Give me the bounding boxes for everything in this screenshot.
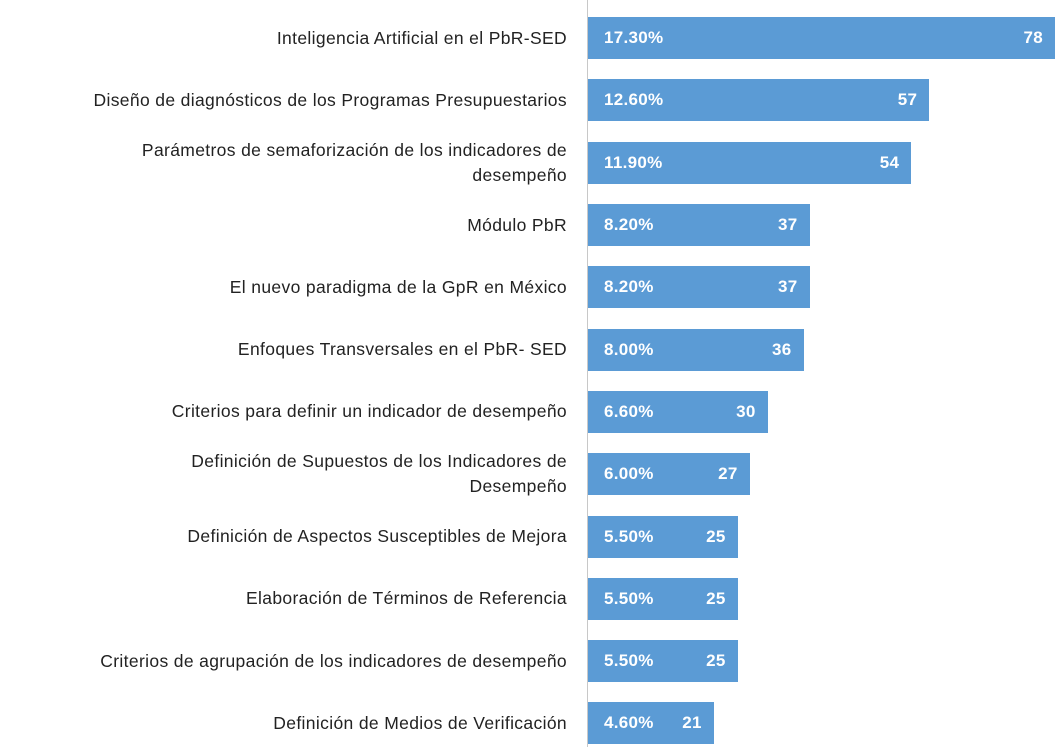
category-label: Criterios para definir un indicador de d… <box>171 401 567 422</box>
value-label: 27 <box>718 464 738 484</box>
category-label: Definición de Supuestos de los Indicador… <box>191 451 567 497</box>
bar <box>588 79 930 122</box>
value-label: 78 <box>1023 28 1043 48</box>
share-label: 11.90% <box>604 152 663 172</box>
bar <box>588 204 810 247</box>
bar <box>588 141 912 184</box>
category-label: El nuevo paradigma de la GpR en México <box>229 276 567 297</box>
share-label: 8.20% <box>604 277 654 297</box>
bar <box>588 266 810 309</box>
share-label: 4.60% <box>604 713 654 733</box>
value-label: 37 <box>778 215 798 235</box>
bar <box>588 702 714 745</box>
bar <box>588 390 768 433</box>
category-label: Parámetros de semaforización de los indi… <box>141 139 567 185</box>
bar <box>588 453 750 496</box>
bar <box>588 328 804 371</box>
share-label: 8.20% <box>604 215 654 235</box>
bar <box>588 17 1055 60</box>
value-label: 30 <box>736 401 756 421</box>
value-label: 21 <box>682 713 702 733</box>
bar <box>588 640 738 683</box>
share-label: 12.60% <box>604 90 664 110</box>
bar <box>588 515 738 558</box>
value-label: 25 <box>706 651 726 671</box>
share-label: 6.60% <box>604 401 654 421</box>
share-label: 17.30% <box>604 28 664 48</box>
category-label: Enfoques Transversales en el PbR- SED <box>237 339 567 360</box>
value-label: 54 <box>879 152 900 172</box>
share-label: 6.00% <box>604 464 654 484</box>
share-label: 5.50% <box>604 651 654 671</box>
share-label: 5.50% <box>604 526 654 546</box>
value-label: 37 <box>778 277 798 297</box>
axis-line <box>587 0 588 747</box>
value-label: 57 <box>897 90 918 110</box>
category-label: Definición de Medios de Verificación <box>273 712 567 733</box>
bar <box>588 577 738 620</box>
category-label: Elaboración de Términos de Referencia <box>246 588 567 609</box>
value-label: 36 <box>772 339 792 359</box>
value-label: 25 <box>706 526 726 546</box>
value-label: 25 <box>706 588 726 608</box>
category-label: Módulo PbR <box>467 214 567 235</box>
category-label: Definición de Aspectos Susceptibles de M… <box>187 526 567 547</box>
category-label: Criterios de agrupación de los indicador… <box>100 650 567 671</box>
category-label: Diseño de diagnósticos de los Programas … <box>93 89 567 110</box>
share-label: 5.50% <box>604 588 654 608</box>
category-label: Inteligencia Artificial en el PbR-SED <box>276 27 567 48</box>
share-label: 8.00% <box>604 339 654 359</box>
